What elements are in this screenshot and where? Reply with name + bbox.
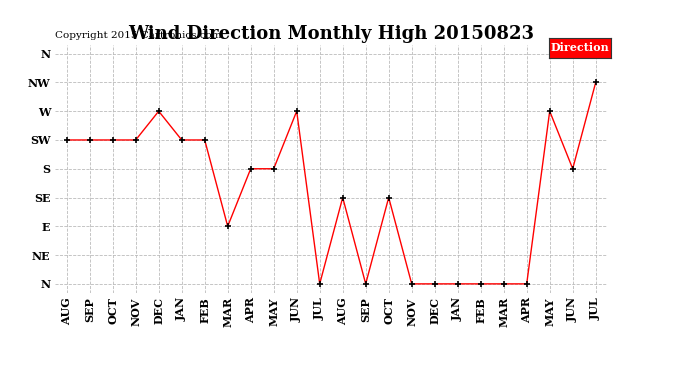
- Title: Wind Direction Monthly High 20150823: Wind Direction Monthly High 20150823: [128, 26, 534, 44]
- Text: Copyright 2015 Cartronics.com: Copyright 2015 Cartronics.com: [55, 31, 221, 40]
- Text: Direction: Direction: [550, 42, 609, 53]
